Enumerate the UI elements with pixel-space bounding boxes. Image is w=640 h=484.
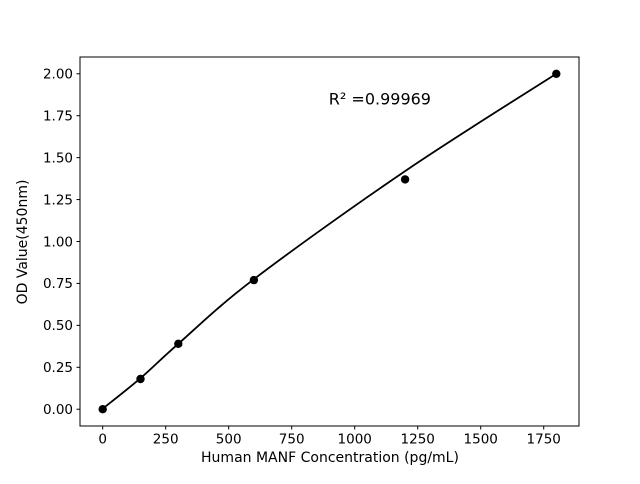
x-tick-label: 0 (98, 432, 107, 448)
data-point (249, 275, 259, 285)
y-tick-label: 1.75 (43, 109, 73, 125)
plot-area (79, 56, 580, 427)
data-point (98, 405, 107, 414)
x-axis-label: Human MANF Concentration (pg/mL) (201, 450, 459, 466)
r-squared-annotation: R² =0.99969 (329, 89, 431, 108)
y-tick-label: 0.50 (43, 318, 73, 334)
data-point (136, 374, 145, 384)
x-tick-label: 750 (279, 432, 305, 448)
y-tick-label: 0.00 (43, 402, 73, 418)
y-axis-ticks: 0.00 0.25 0.50 0.75 1.00 1.25 1.50 1.75 2.00 (43, 67, 80, 418)
y-tick-label: 1.00 (43, 234, 73, 250)
data-point (174, 339, 183, 348)
x-tick-label: 250 (153, 432, 179, 448)
x-tick-label: 500 (216, 432, 242, 448)
y-tick-label: 2.00 (43, 67, 73, 83)
x-tick-label: 1500 (464, 432, 498, 448)
y-axis-label: OD Value(450nm) (15, 180, 31, 305)
x-axis-ticks: 0 250 500 750 1000 1250 1500 1750 (98, 426, 561, 448)
x-tick-label: 1000 (338, 432, 372, 448)
data-point (552, 69, 561, 79)
y-tick-label: 0.75 (43, 276, 73, 292)
data-point (400, 175, 410, 184)
y-tick-label: 1.50 (43, 150, 73, 166)
x-tick-label: 1750 (527, 432, 561, 448)
y-tick-label: 1.25 (43, 192, 73, 208)
data-point-markers (98, 69, 561, 414)
x-tick-label: 1250 (401, 432, 435, 448)
y-tick-label: 0.25 (43, 360, 73, 376)
